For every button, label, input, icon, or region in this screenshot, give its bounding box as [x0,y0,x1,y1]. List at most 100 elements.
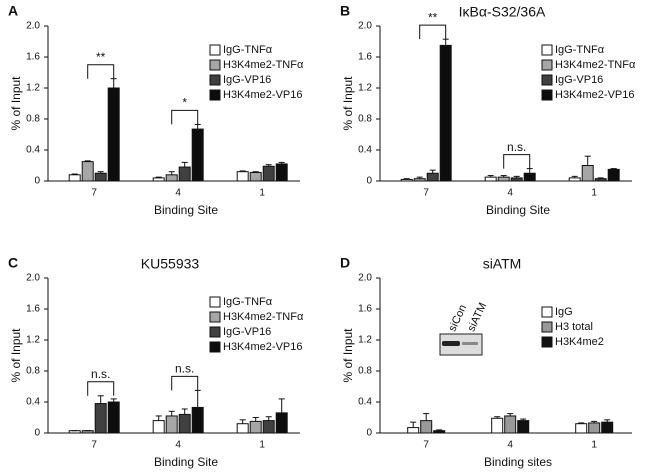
y-tick-label: 1.6 [358,304,372,315]
bar [491,417,504,434]
panel: A % of Input Binding Site 0 0.4 0.8 1.2 1.6 2.0 7… [8,3,304,217]
bar [68,174,81,182]
bar [517,420,530,434]
bar [575,423,588,434]
bar [165,415,178,434]
legend-swatch [209,44,221,56]
y-tick-label: 0.4 [358,145,372,156]
y-tick-label: 0.8 [26,366,40,377]
significance-bracket [171,375,199,391]
y-tick-label: 1.2 [358,335,372,346]
legend-label: IgG-VP16 [223,326,271,338]
bar [107,401,120,434]
bar [497,176,510,182]
bar [588,422,601,434]
inset-label: siATM [465,301,489,334]
y-tick-label: 0.4 [26,145,40,156]
legend-swatch [541,59,553,71]
panel: C KU55933 % of Input Binding Site 0 0.4 0.8 1.2… [8,255,304,469]
y-tick-label: 0 [366,428,372,439]
bar [523,172,536,182]
y-tick-label: 0 [366,176,372,187]
bar [568,177,581,182]
bar [433,430,446,434]
y-tick-label: 0 [34,176,40,187]
bar [191,128,204,182]
significance-label: n.s. [175,362,194,376]
bar [400,178,413,182]
legend-label: H3K4me2 [555,336,604,348]
x-tick-label: 1 [591,440,597,451]
legend-swatch [541,44,553,56]
x-axis-label: Binding Site [486,203,550,217]
legend-label: H3K4me2-VP16 [555,89,635,101]
y-tick-label: 0.8 [358,114,372,125]
bar [178,413,191,434]
bar [504,415,517,434]
bar [439,44,452,182]
bar [152,420,165,434]
y-tick-label: 0.8 [26,114,40,125]
x-tick-label: 4 [507,188,513,199]
legend-swatch [209,74,221,86]
significance-label: n.s. [91,367,110,381]
x-tick-label: 7 [423,440,429,451]
panel: B IκBα-S32/36A % of Input Binding Site 0 0.4 0… [340,3,636,217]
legend-swatch [541,74,553,86]
y-axis-label: % of Input [341,76,355,131]
legend-swatch [209,59,221,71]
y-tick-label: 1.2 [26,83,40,94]
legend-swatch [541,336,553,348]
legend-label: H3K4me2-TNFα [223,59,304,71]
legend-label: IgG-TNFα [555,44,605,56]
bar [191,406,204,434]
bar [152,177,165,182]
y-tick-label: 1.2 [358,83,372,94]
legend-swatch [209,311,221,323]
y-tick-label: 1.6 [26,52,40,63]
bar [420,420,433,434]
bar [262,165,275,182]
x-tick-label: 4 [507,440,513,451]
legend-label: H3K4me2-TNFα [555,59,636,71]
legend-label: H3K4me2-VP16 [223,341,303,353]
panel-label: C [8,255,18,271]
y-tick-label: 0.4 [358,397,372,408]
bar [607,168,620,182]
bar [249,171,262,182]
x-tick-label: 1 [259,440,265,451]
panel-label: D [340,255,350,271]
bar [601,421,614,434]
significance-label: ** [428,10,438,24]
bar [275,163,288,182]
significance-label: * [182,96,187,110]
bar [484,176,497,182]
bar [236,423,249,434]
y-axis-label: % of Input [9,328,23,383]
bar [81,161,94,182]
legend-swatch [209,89,221,101]
y-tick-label: 0 [34,428,40,439]
legend-label: H3K4me2-TNFα [223,311,304,323]
bar [165,174,178,182]
y-tick-label: 0.8 [358,366,372,377]
y-tick-label: 2.0 [358,21,372,32]
legend-swatch [541,89,553,101]
legend-swatch [209,326,221,338]
x-tick-label: 4 [175,188,181,199]
bar [94,403,107,434]
bar [178,166,191,182]
y-tick-label: 0.4 [26,397,40,408]
y-tick-label: 1.6 [358,52,372,63]
blot-band [462,342,478,345]
y-tick-label: 2.0 [26,273,40,284]
bar [249,420,262,434]
y-tick-label: 2.0 [26,21,40,32]
bar [107,87,120,182]
legend-label: IgG [555,306,573,318]
panel-label: A [8,3,18,19]
bar [236,171,249,182]
significance-bracket [171,109,199,125]
significance-bracket [503,154,531,169]
